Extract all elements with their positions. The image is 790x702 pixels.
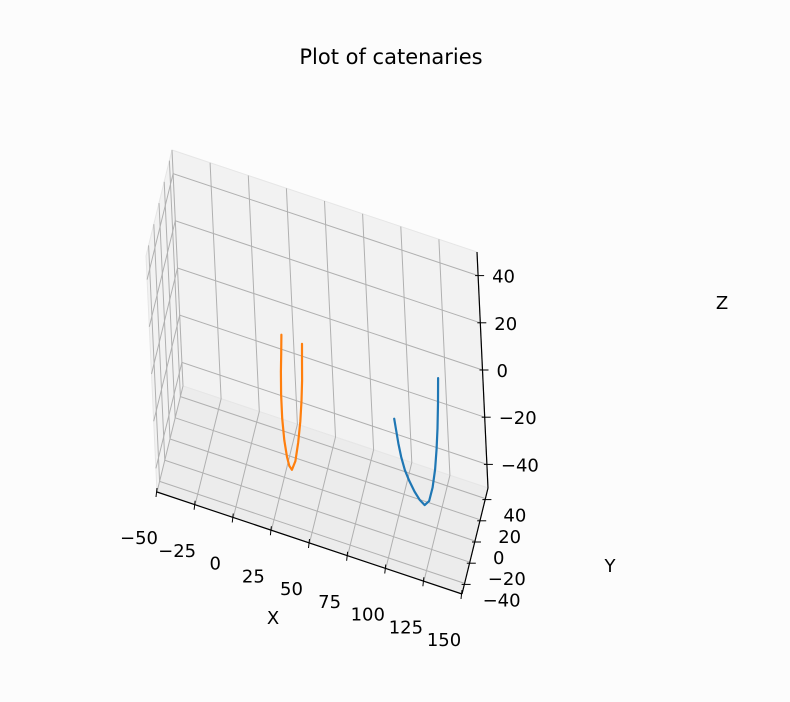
x-tick (460, 589, 463, 600)
series-lines (279, 333, 440, 507)
z-grid-line (151, 267, 483, 375)
x-grid-line (194, 162, 222, 505)
y-tick-label: −20 (488, 569, 526, 590)
z-grid-line (146, 172, 479, 280)
x-axis-label: X (267, 608, 279, 629)
x-grid-line (423, 239, 451, 582)
y-tick-label: −40 (483, 590, 521, 611)
x-tick (269, 526, 272, 536)
x-grid-line (385, 226, 413, 569)
z-grid-line (155, 361, 488, 469)
x-tick-label: 150 (427, 630, 461, 651)
x-tick (155, 487, 158, 498)
z-tick-label: −20 (499, 408, 537, 429)
z-grid-line (148, 220, 481, 327)
chart-title: Plot of catenaries (299, 45, 482, 69)
y-axis-line (461, 487, 489, 595)
x-tick (422, 577, 425, 587)
y-grid-line (148, 245, 465, 584)
x-grid-line (232, 175, 260, 518)
x-tick-label: 25 (242, 566, 265, 587)
x-tick (384, 564, 387, 574)
z-grid-line (153, 314, 485, 422)
y-tick-label: 20 (498, 527, 521, 548)
x-tick-label: 0 (210, 554, 221, 575)
y-axis-label: Y (604, 556, 617, 577)
x-tick-label: 100 (351, 605, 385, 626)
x-grid-line (270, 188, 298, 531)
x-tick-label: −50 (120, 528, 158, 549)
z-tick-label: 40 (492, 267, 515, 288)
x-grid-line (347, 213, 375, 556)
x-tick-label: −25 (158, 541, 196, 562)
x-tick-label: 50 (280, 579, 303, 600)
x-tick-label: 125 (389, 617, 423, 638)
y-grid-line (158, 202, 476, 542)
z-tick-label: 20 (494, 314, 517, 335)
x-tick (308, 538, 310, 549)
x-tick (193, 500, 196, 510)
x-grid-line (309, 200, 337, 544)
x-tick (346, 551, 349, 561)
x-grid-line (156, 149, 184, 493)
grid-lines (146, 149, 489, 595)
x-tick-label: 75 (318, 592, 341, 613)
tick-labels: −50−250255075100125150−40−2002040−40−200… (120, 267, 539, 651)
y-grid-line (153, 224, 470, 563)
z-tick-label: 0 (497, 361, 508, 382)
z-tick-label: −40 (501, 455, 539, 476)
y-grid-line (163, 181, 481, 521)
z-axis-label: Z (716, 293, 728, 314)
tick-marks (155, 275, 493, 600)
x-tick (231, 513, 234, 523)
y-tick-label: 0 (493, 548, 504, 569)
catenary-line-2 (279, 333, 304, 471)
y-tick-label: 40 (503, 506, 526, 527)
y-grid-line (168, 160, 486, 500)
catenary-line-1 (393, 377, 440, 507)
